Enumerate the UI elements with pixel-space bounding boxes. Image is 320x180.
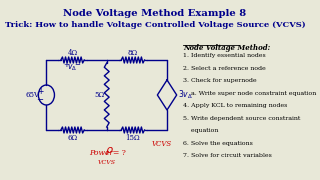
Text: $3v_\Delta$: $3v_\Delta$ [178, 89, 193, 101]
Text: 8Ω: 8Ω [128, 49, 138, 57]
Text: Node Voltage Method Example 8: Node Voltage Method Example 8 [63, 9, 246, 18]
Text: $\rho$: $\rho$ [105, 145, 114, 157]
Text: $v_\Delta$: $v_\Delta$ [67, 63, 77, 73]
Text: 15Ω: 15Ω [125, 134, 140, 142]
Text: Trick: How to handle Voltage Controlled Voltage Source (VCVS): Trick: How to handle Voltage Controlled … [5, 21, 305, 29]
Text: 5Ω: 5Ω [94, 91, 105, 99]
Text: Node Voltage Method:: Node Voltage Method: [183, 44, 270, 52]
Text: = ?: = ? [113, 149, 126, 157]
Text: equation: equation [183, 128, 219, 133]
Text: 7. Solve for circuit variables: 7. Solve for circuit variables [183, 153, 272, 158]
Text: Power: Power [89, 149, 113, 157]
Text: 3. Check for supernode: 3. Check for supernode [183, 78, 257, 83]
Text: VCVS: VCVS [98, 159, 116, 165]
Text: 6Ω: 6Ω [68, 134, 78, 142]
Text: +: + [37, 87, 43, 96]
Text: 6. Solve the equations: 6. Solve the equations [183, 141, 253, 145]
Text: 65V: 65V [26, 91, 40, 99]
Text: 2. Select a reference node: 2. Select a reference node [183, 66, 266, 71]
Text: 5. Write dependent source constraint: 5. Write dependent source constraint [183, 116, 300, 120]
Text: 4. Apply KCL to remaining nodes: 4. Apply KCL to remaining nodes [183, 103, 287, 108]
Text: 1. Identify essential nodes: 1. Identify essential nodes [183, 53, 266, 58]
Text: −: − [36, 96, 44, 105]
Text: 4Ω: 4Ω [68, 49, 78, 57]
Text: −: − [74, 62, 80, 68]
Text: a. Write super node constraint equation: a. Write super node constraint equation [183, 91, 316, 96]
Text: VCVS: VCVS [151, 140, 172, 148]
Text: +: + [64, 62, 69, 68]
